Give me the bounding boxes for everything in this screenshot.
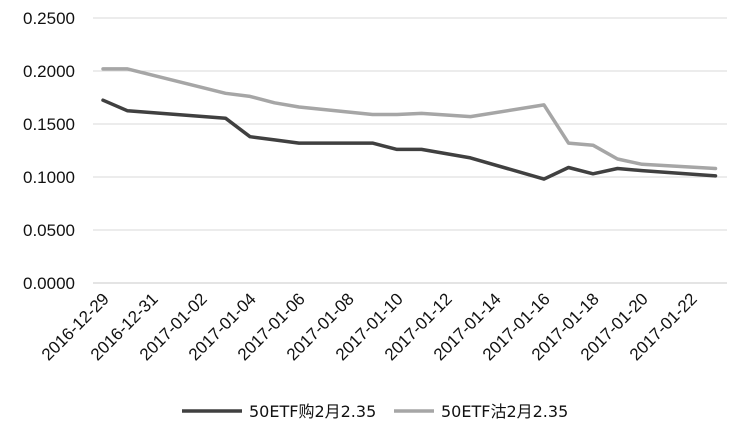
legend-label-put: 50ETF沽2月2.35 (441, 402, 568, 421)
y-tick-label: 0.2500 (23, 9, 75, 28)
x-axis-ticks: 2016-12-292016-12-312017-01-022017-01-04… (38, 289, 701, 364)
series-line-call (101, 98, 718, 181)
y-tick-label: 0.0500 (23, 221, 75, 240)
series-lines (101, 67, 718, 181)
y-tick-label: 0.2000 (23, 62, 75, 81)
legend: 50ETF购2月2.35 50ETF沽2月2.35 (182, 402, 568, 421)
y-tick-label: 0.1000 (23, 168, 75, 187)
y-axis-ticks: 0.0000 0.0500 0.1000 0.1500 0.2000 0.2500 (23, 9, 75, 293)
legend-label-call: 50ETF购2月2.35 (249, 402, 376, 421)
y-tick-label: 0.1500 (23, 115, 75, 134)
gridlines (93, 17, 727, 284)
y-tick-label: 0.0000 (23, 274, 75, 293)
series-line-put (101, 67, 718, 171)
